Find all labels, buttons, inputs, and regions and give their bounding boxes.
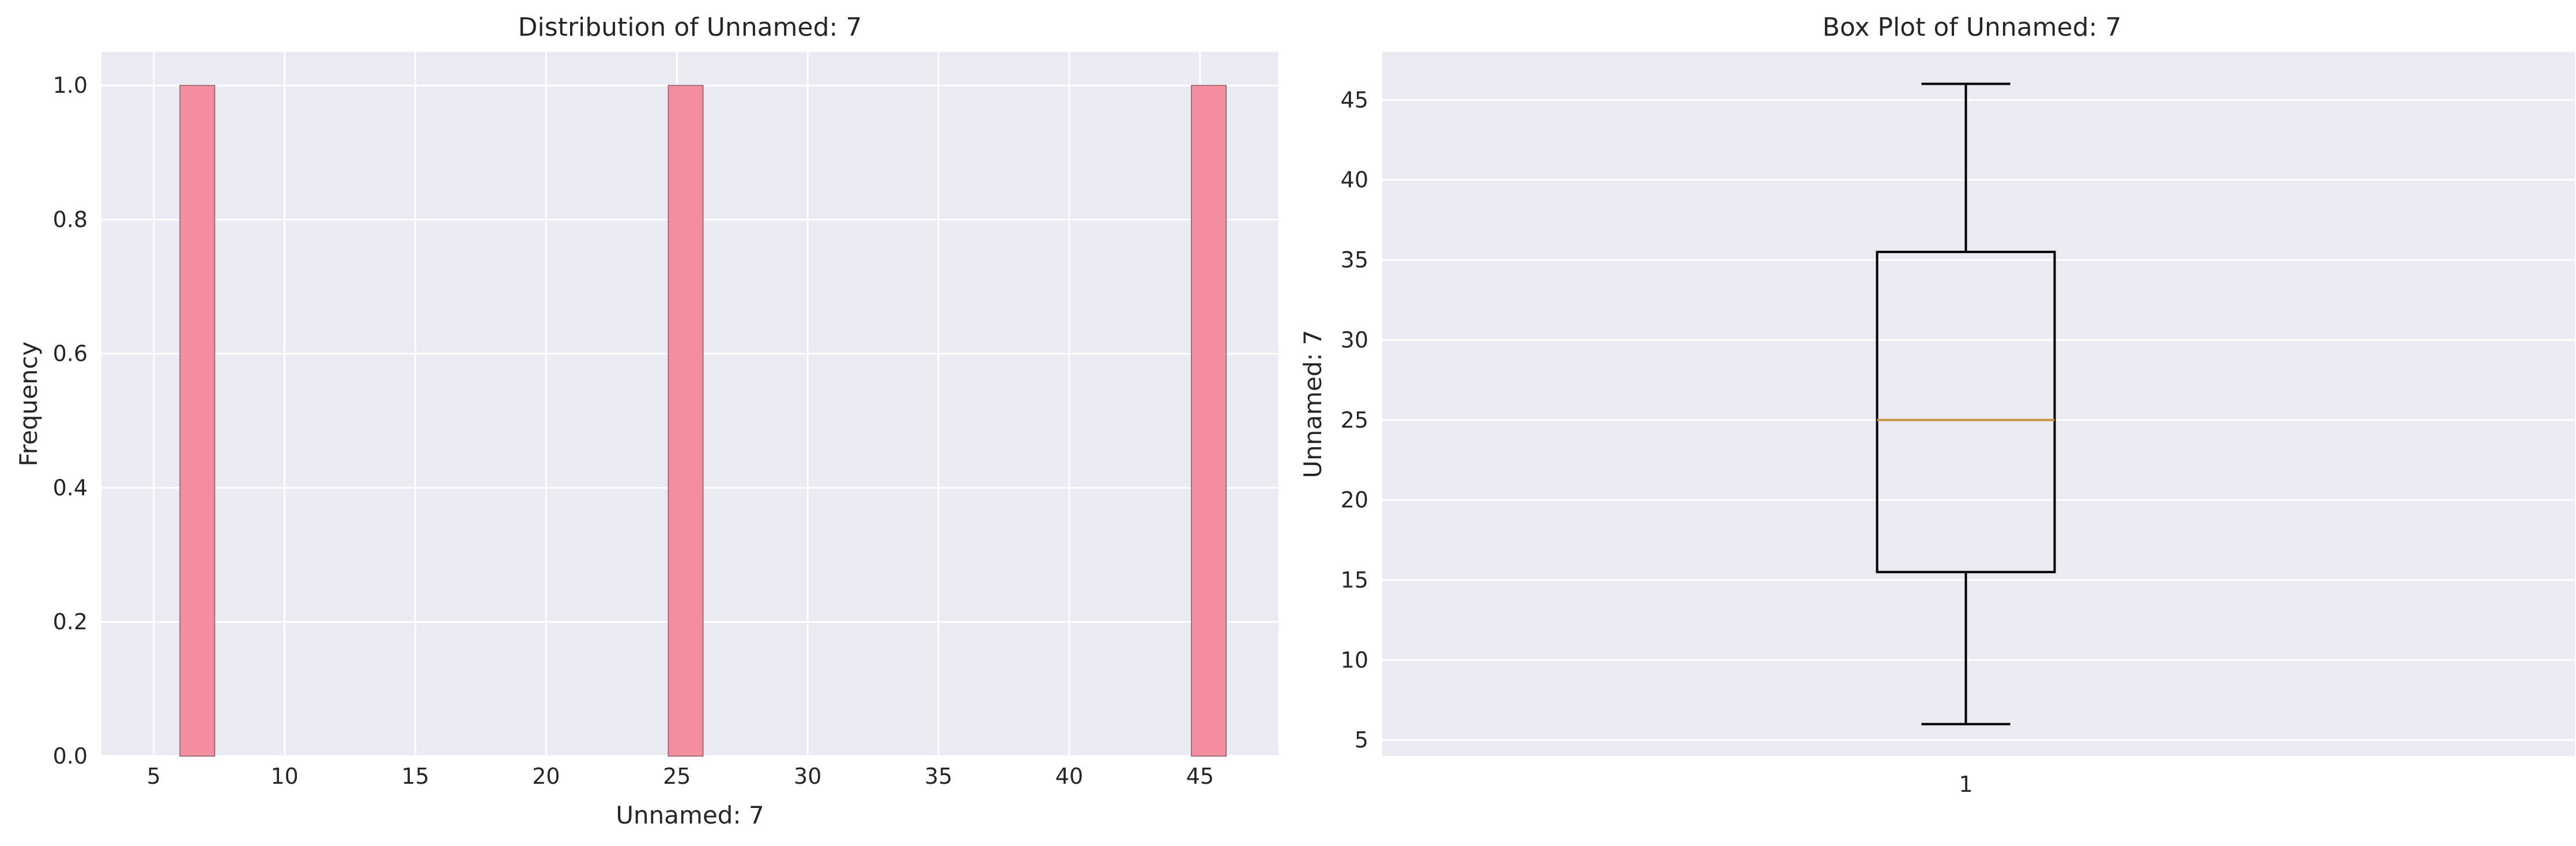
boxplot-gridlines xyxy=(1382,99,2575,741)
histogram-y-tick-label: 1.0 xyxy=(53,73,88,98)
boxplot-y-ticks: 5 10 15 20 25 30 35 40 45 xyxy=(1341,87,1368,753)
histogram-y-tick-label: 0.8 xyxy=(53,207,88,232)
histogram-y-axis-label: Frequency xyxy=(14,342,43,467)
histogram-x-tick-label: 15 xyxy=(401,764,429,789)
histogram-y-tick-label: 0.6 xyxy=(53,341,88,367)
histogram-panel: 5 10 15 20 25 30 35 40 45 0.0 0.2 0.4 0.6 0.8 1.0 Dis… xyxy=(14,13,1278,829)
boxplot-y-tick-label: 25 xyxy=(1341,407,1368,433)
boxplot-y-tick-label: 5 xyxy=(1355,727,1368,753)
histogram-bar xyxy=(1191,85,1227,757)
boxplot-title: Box Plot of Unnamed: 7 xyxy=(1823,13,2122,42)
histogram-x-tick-label: 35 xyxy=(925,764,952,789)
histogram-y-ticks: 0.0 0.2 0.4 0.6 0.8 1.0 xyxy=(53,73,88,769)
histogram-x-tick-label: 25 xyxy=(663,764,691,789)
boxplot-y-tick-label: 15 xyxy=(1341,568,1368,593)
histogram-x-tick-label: 5 xyxy=(147,764,161,789)
boxplot-y-tick-label: 10 xyxy=(1341,647,1368,673)
boxplot-y-tick-label: 30 xyxy=(1341,327,1368,353)
boxplot-x-ticks: 1 xyxy=(1959,772,1972,797)
histogram-x-tick-label: 20 xyxy=(532,764,560,789)
histogram-y-tick-label: 0.2 xyxy=(53,609,88,634)
histogram-bar xyxy=(667,85,704,757)
histogram-x-tick-label: 30 xyxy=(794,764,821,789)
boxplot-marks xyxy=(1876,82,2056,726)
histogram-x-tick-label: 40 xyxy=(1055,764,1083,789)
boxplot-panel: 1 5 10 15 20 25 30 35 40 45 Box Plot of Unnamed:… xyxy=(1299,13,2575,797)
boxplot-y-tick-label: 40 xyxy=(1341,167,1368,192)
boxplot-plot-area xyxy=(1382,52,2575,756)
histogram-bars xyxy=(179,85,1227,757)
boxplot-box xyxy=(1876,251,2056,573)
boxplot-x-tick-label: 1 xyxy=(1959,772,1972,797)
histogram-x-tick-label: 45 xyxy=(1186,764,1214,789)
histogram-x-axis-label: Unnamed: 7 xyxy=(616,801,764,829)
histogram-y-tick-label: 0.0 xyxy=(53,743,88,769)
histogram-x-ticks: 5 10 15 20 25 30 35 40 45 xyxy=(147,764,1214,789)
boxplot-y-tick-label: 35 xyxy=(1341,247,1368,273)
boxplot-y-tick-label: 20 xyxy=(1341,488,1368,513)
boxplot-y-axis-label: Unnamed: 7 xyxy=(1299,330,1327,478)
histogram-title: Distribution of Unnamed: 7 xyxy=(518,13,862,42)
boxplot-y-tick-label: 45 xyxy=(1341,87,1368,112)
histogram-x-tick-label: 10 xyxy=(270,764,298,789)
histogram-bar xyxy=(179,85,216,757)
histogram-y-tick-label: 0.4 xyxy=(53,475,88,500)
